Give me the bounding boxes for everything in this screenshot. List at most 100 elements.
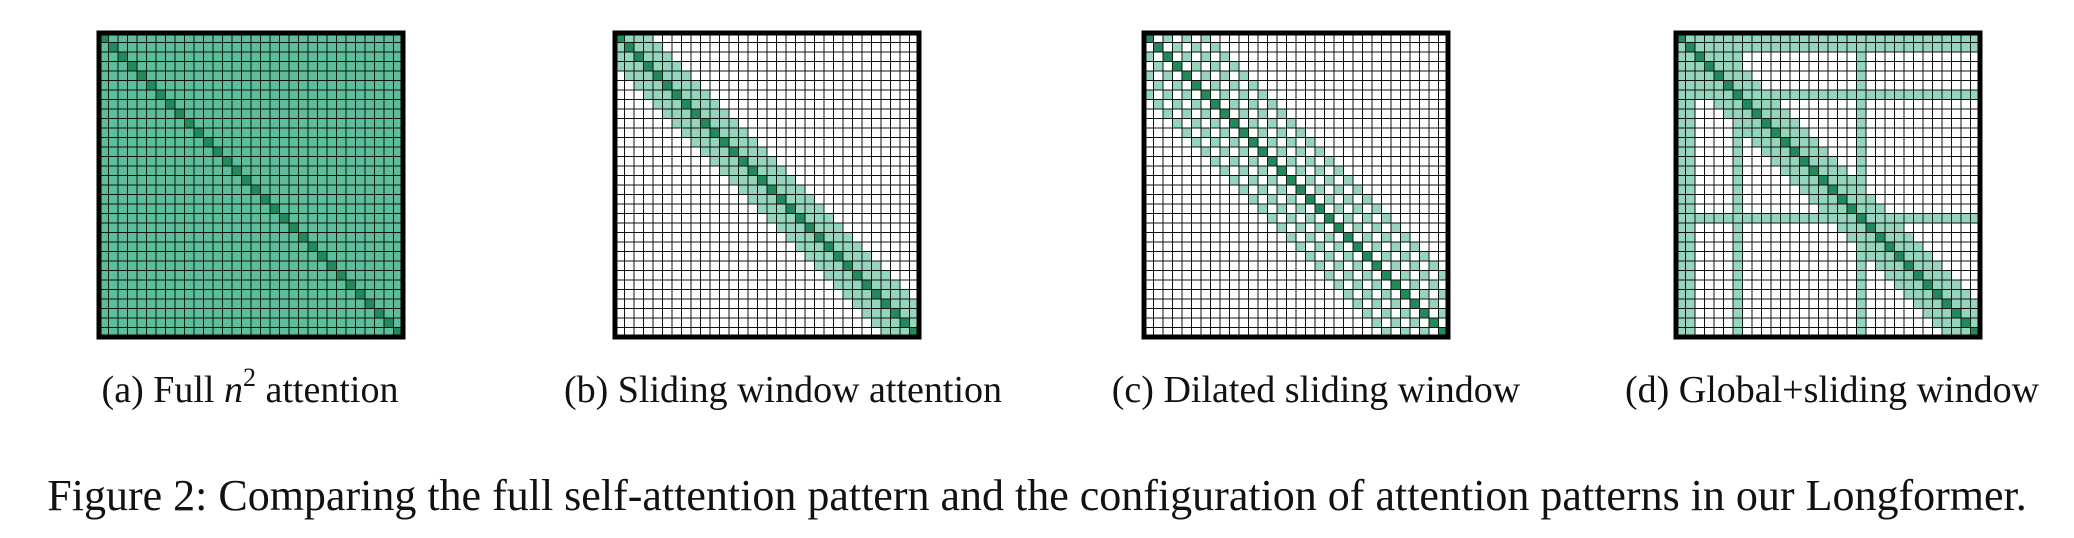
masked-cell [719, 270, 729, 280]
attended-cell [270, 137, 280, 147]
attended-cell [1685, 33, 1695, 43]
attended-cell [355, 308, 365, 318]
masked-cell [900, 109, 910, 119]
masked-cell [1429, 90, 1439, 100]
masked-cell [1153, 147, 1163, 157]
masked-cell [1429, 71, 1439, 81]
masked-cell [1970, 156, 1980, 166]
masked-cell [710, 213, 720, 223]
masked-cell [909, 109, 919, 119]
diagonal-cell [298, 232, 308, 242]
masked-cell [1362, 175, 1372, 185]
masked-cell [890, 213, 900, 223]
masked-cell [1343, 242, 1353, 252]
masked-cell [1923, 327, 1933, 337]
masked-cell [1438, 147, 1448, 157]
masked-cell [1818, 232, 1828, 242]
attended-cell [1239, 90, 1249, 100]
attended-cell [203, 99, 213, 109]
attended-cell [298, 289, 308, 299]
attended-cell [175, 232, 185, 242]
attended-cell [738, 166, 748, 176]
masked-cell [1353, 118, 1363, 128]
matrix-full-attention [96, 30, 406, 340]
attended-cell [355, 71, 365, 81]
attended-cell [184, 299, 194, 309]
masked-cell [1837, 156, 1847, 166]
masked-cell [634, 251, 644, 261]
masked-cell [1723, 232, 1733, 242]
masked-cell [1248, 33, 1258, 43]
masked-cell [1182, 280, 1192, 290]
attended-cell [232, 42, 242, 52]
masked-cell [681, 232, 691, 242]
attended-cell [270, 261, 280, 271]
masked-cell [1429, 175, 1439, 185]
attended-cell [1239, 147, 1249, 157]
attended-cell [384, 289, 394, 299]
diagonal-cell [1343, 232, 1353, 242]
masked-cell [653, 156, 663, 166]
masked-cell [662, 33, 672, 43]
attended-cell [298, 147, 308, 157]
attended-cell [241, 185, 251, 195]
attended-cell [767, 156, 777, 166]
masked-cell [719, 242, 729, 252]
attended-cell [156, 52, 166, 62]
attended-cell [203, 318, 213, 328]
masked-cell [1172, 308, 1182, 318]
masked-cell [1913, 156, 1923, 166]
attended-cell [232, 232, 242, 242]
attended-cell [279, 327, 289, 337]
attended-cell [232, 147, 242, 157]
attended-cell [393, 242, 403, 252]
masked-cell [700, 166, 710, 176]
masked-cell [1334, 52, 1344, 62]
attended-cell [165, 270, 175, 280]
attended-cell [279, 261, 289, 271]
attended-cell [681, 80, 691, 90]
attended-cell [871, 261, 881, 271]
masked-cell [1790, 109, 1800, 119]
attended-cell [165, 232, 175, 242]
attended-cell [1856, 270, 1866, 280]
attended-cell [1362, 232, 1372, 242]
attended-cell [289, 185, 299, 195]
masked-cell [881, 128, 891, 138]
masked-cell [719, 90, 729, 100]
attended-cell [384, 327, 394, 337]
attended-cell [1875, 242, 1885, 252]
masked-cell [1400, 137, 1410, 147]
masked-cell [833, 109, 843, 119]
attended-cell [184, 137, 194, 147]
masked-cell [1704, 308, 1714, 318]
attended-cell [99, 99, 109, 109]
masked-cell [871, 128, 881, 138]
attended-cell [298, 109, 308, 119]
attended-cell [1913, 261, 1923, 271]
masked-cell [738, 213, 748, 223]
masked-cell [1875, 175, 1885, 185]
masked-cell [748, 327, 758, 337]
attended-cell [1780, 128, 1790, 138]
masked-cell [1942, 261, 1952, 271]
attended-cell [270, 80, 280, 90]
masked-cell [767, 308, 777, 318]
masked-cell [909, 61, 919, 71]
masked-cell [881, 42, 891, 52]
masked-cell [1324, 109, 1334, 119]
masked-cell [1847, 261, 1857, 271]
attended-cell [1685, 80, 1695, 90]
masked-cell [1790, 242, 1800, 252]
masked-cell [767, 327, 777, 337]
masked-cell [615, 90, 625, 100]
masked-cell [624, 213, 634, 223]
attended-cell [232, 251, 242, 261]
masked-cell [1144, 61, 1154, 71]
attended-cell [384, 232, 394, 242]
masked-cell [1410, 223, 1420, 233]
attended-cell [336, 261, 346, 271]
attended-cell [165, 327, 175, 337]
masked-cell [1695, 299, 1705, 309]
attended-cell [1856, 137, 1866, 147]
